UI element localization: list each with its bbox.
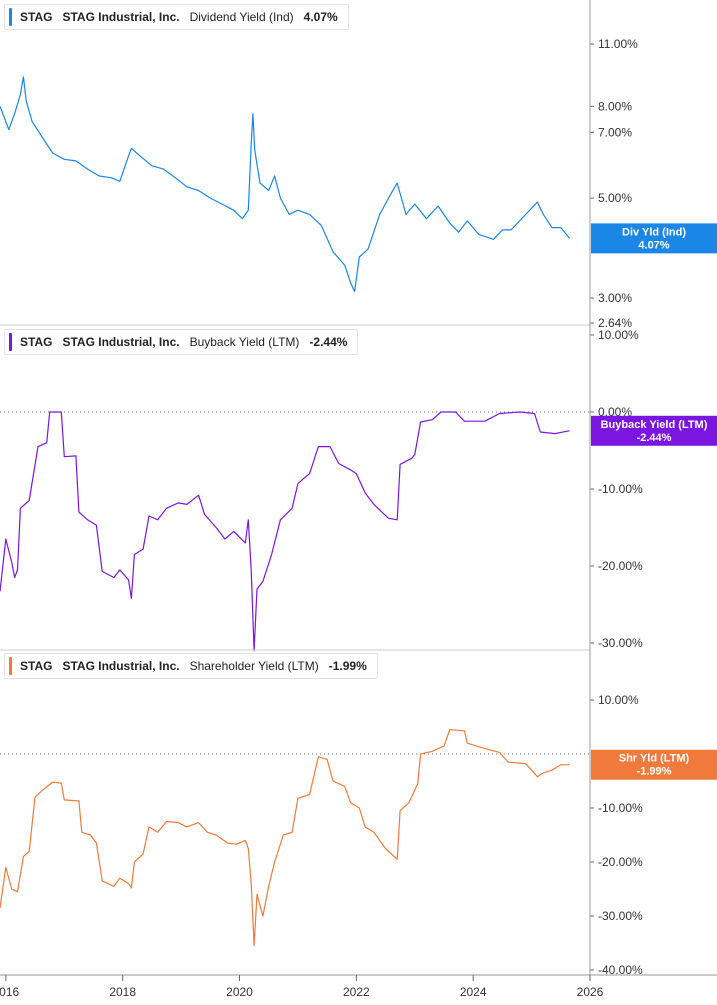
y-tick-label: 10.00% (598, 328, 639, 342)
legend-panel-1: STAG STAG Industrial, Inc. Dividend Yiel… (4, 4, 349, 30)
y-tick-label: 0.00% (598, 405, 632, 419)
y-tick-label: 5.00% (598, 191, 632, 205)
legend-value-3: -1.99% (328, 659, 367, 673)
badge-value: -2.44% (637, 432, 672, 444)
legend-panel-2: STAG STAG Industrial, Inc. Buyback Yield… (4, 329, 359, 355)
legend-ticker-3: STAG (20, 659, 53, 673)
legend-company-2: STAG Industrial, Inc. (62, 335, 180, 349)
y-tick-label: -10.00% (598, 801, 643, 815)
y-tick-label: -20.00% (598, 855, 643, 869)
y-tick-label: 3.00% (598, 291, 632, 305)
badge-value: 4.07% (638, 239, 669, 251)
x-tick-label: 2022 (343, 985, 370, 999)
legend-company-1: STAG Industrial, Inc. (62, 10, 180, 24)
y-tick-label: -30.00% (598, 909, 643, 923)
legend-metric-2: Buyback Yield (LTM) (189, 335, 300, 349)
badge-background (591, 415, 717, 446)
y-tick-label: 2.64% (598, 316, 632, 330)
y-tick-label: -20.00% (598, 559, 643, 573)
legend-metric-1: Dividend Yield (Ind) (189, 10, 294, 24)
badge-label: Shr Yld (LTM) (619, 753, 690, 765)
series-line-1 (0, 76, 571, 293)
x-tick-label: 2024 (460, 985, 487, 999)
x-tick-label: 2020 (226, 985, 253, 999)
y-tick-label: 8.00% (598, 99, 632, 113)
y-tick-label: -10.00% (598, 482, 643, 496)
badge-background (591, 223, 717, 254)
value-badge-3: Shr Yld (LTM)-1.99% (591, 749, 717, 780)
badge-value: -1.99% (637, 766, 672, 778)
y-tick-label: 10.00% (598, 693, 639, 707)
legend-swatch-1 (9, 8, 12, 26)
badge-background (591, 749, 717, 780)
series-line-2 (0, 411, 570, 652)
y-tick-label: -30.00% (598, 636, 643, 650)
badge-label: Div Yld (Ind) (622, 226, 686, 238)
value-badge-1: Div Yld (Ind)4.07% (591, 223, 717, 254)
x-tick-label: 2016 (0, 985, 20, 999)
legend-ticker-1: STAG (20, 10, 53, 24)
legend-value-1: 4.07% (303, 10, 338, 24)
legend-metric-3: Shareholder Yield (LTM) (189, 659, 319, 673)
y-tick-label: 7.00% (598, 125, 632, 139)
legend-panel-3: STAG STAG Industrial, Inc. Shareholder Y… (4, 653, 378, 679)
legend-company-3: STAG Industrial, Inc. (62, 659, 180, 673)
y-tick-label: 11.00% (598, 37, 638, 51)
legend-swatch-2 (9, 333, 12, 351)
legend-swatch-3 (9, 657, 12, 675)
x-tick-label: 2018 (109, 985, 136, 999)
x-tick-label: 2026 (577, 985, 604, 999)
value-badge-2: Buyback Yield (LTM)-2.44% (591, 415, 717, 446)
y-tick-label: -40.00% (598, 963, 643, 977)
legend-value-2: -2.44% (309, 335, 348, 349)
legend-ticker-2: STAG (20, 335, 53, 349)
badge-label: Buyback Yield (LTM) (601, 419, 708, 431)
series-line-3 (0, 729, 570, 947)
